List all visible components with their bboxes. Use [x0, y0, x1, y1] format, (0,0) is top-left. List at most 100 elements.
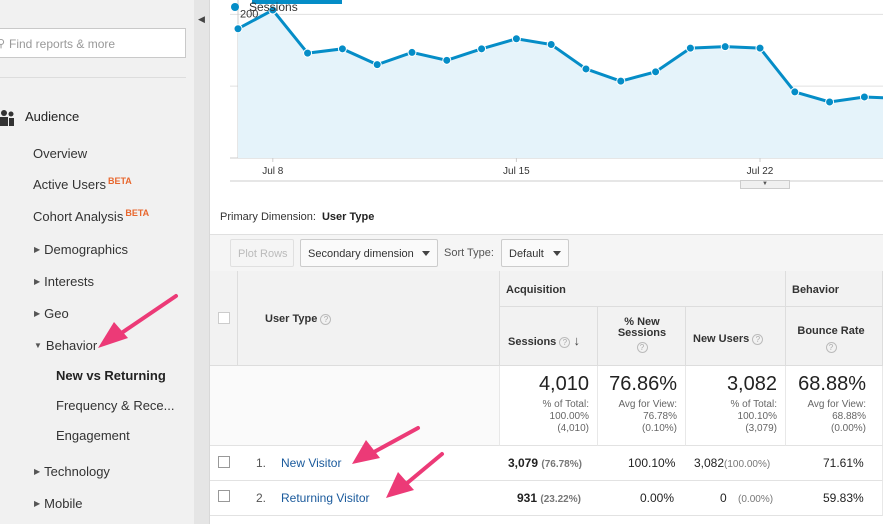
series-line-sessions: [237, 8, 883, 104]
data-point: [268, 5, 278, 15]
sidebar-item-label: Cohort Analysis: [33, 209, 124, 224]
x-tick-label: Jul 8: [262, 166, 284, 177]
series-area: [238, 10, 883, 158]
help-icon[interactable]: ?: [559, 337, 571, 348]
sidebar-item-active-users[interactable]: Active Users BETA: [33, 176, 132, 192]
sidebar-item-mobile[interactable]: ▶ Mobile: [34, 496, 82, 511]
sidebar-section-audience[interactable]: Audience: [25, 109, 80, 124]
help-icon[interactable]: ?: [636, 342, 648, 353]
sort-type-value: Default: [509, 248, 544, 260]
x-tick-label: Jul 22: [747, 166, 774, 177]
caret-right-icon: ▶: [34, 499, 41, 508]
help-icon[interactable]: ?: [752, 334, 764, 345]
sidebar-item-label: Behavior: [45, 338, 98, 353]
total-caption: (0.00%): [830, 423, 866, 434]
search-placeholder: Find reports & more: [9, 37, 116, 51]
total-caption: % of Total:: [542, 399, 589, 410]
data-point: [825, 97, 835, 107]
data-point: [511, 34, 521, 44]
row-pct-new-sessions: 100.10%: [628, 456, 676, 470]
data-point: [859, 92, 869, 102]
row-new-users-pct: (100.00%): [724, 459, 771, 470]
row-checkbox[interactable]: [218, 456, 230, 468]
row-new-users: 0: [720, 491, 727, 505]
help-icon[interactable]: ?: [825, 342, 837, 353]
sidebar-item-label: Frequency & Rece...: [56, 398, 175, 413]
total-caption: (3,079): [745, 423, 777, 434]
data-point: [477, 44, 487, 54]
row-bounce-rate: 71.61%: [823, 456, 864, 470]
data-point: [616, 76, 626, 86]
total-caption: Avg for View:: [618, 399, 677, 410]
total-value: 4,010: [538, 373, 589, 395]
beta-badge: BETA: [107, 176, 132, 186]
primary-dimension: Primary Dimension: User Type: [220, 211, 374, 223]
data-table: User Type ? Acquisition Behavior Session…: [210, 271, 883, 524]
primary-dimension-value[interactable]: User Type: [321, 211, 375, 223]
sidebar-item-label: Demographics: [44, 242, 128, 257]
plot-rows-button[interactable]: Plot Rows: [230, 239, 294, 267]
header-label: % New Sessions: [617, 316, 667, 339]
chart-resize-handle[interactable]: ▼: [740, 180, 790, 189]
total-caption: Avg for View:: [807, 399, 866, 410]
total-value: 76.86%: [609, 373, 677, 395]
sidebar-item-new-vs-returning[interactable]: New vs Returning: [56, 368, 166, 383]
row-sessions: 931: [517, 491, 538, 505]
caret-right-icon: ▶: [34, 277, 41, 286]
header-bounce-rate[interactable]: Bounce Rate?: [786, 307, 883, 366]
total-caption: (0.10%): [641, 423, 677, 434]
total-caption: 100.10%: [737, 411, 777, 422]
help-icon[interactable]: ?: [320, 314, 332, 325]
sidebar-item-demographics[interactable]: ▶ Demographics: [34, 242, 128, 257]
select-all-checkbox[interactable]: [218, 312, 230, 324]
chevron-down-icon: [422, 251, 430, 256]
data-point: [651, 67, 661, 77]
row-checkbox[interactable]: [218, 490, 230, 502]
caret-down-icon: ▼: [34, 341, 42, 350]
caret-right-icon: ▶: [34, 467, 41, 476]
data-point: [755, 43, 765, 53]
secondary-dimension-dropdown[interactable]: Secondary dimension: [300, 239, 438, 267]
totals-bounce-rate: 68.88% Avg for View: 68.88% (0.00%): [786, 366, 883, 446]
x-tick-label: Jul 15: [503, 166, 530, 177]
data-point: [233, 24, 243, 34]
sidebar-item-frequency-recency[interactable]: Frequency & Rece...: [56, 398, 175, 413]
header-sessions[interactable]: Sessions ? ↓: [500, 307, 598, 366]
data-point: [581, 64, 591, 74]
sidebar-collapse-toggle[interactable]: ◀: [194, 0, 210, 524]
row-sessions-pct: (76.78%): [541, 459, 582, 470]
sidebar: ⚲ Find reports & more Audience Overview …: [0, 0, 194, 524]
sidebar-item-technology[interactable]: ▶ Technology: [34, 464, 110, 479]
row-pct-new-sessions: 0.00%: [640, 491, 675, 505]
total-caption: 68.88%: [832, 411, 866, 422]
sidebar-item-label: Active Users: [33, 177, 106, 192]
data-point: [790, 87, 800, 97]
row-link-new-visitor[interactable]: New Visitor: [281, 456, 342, 470]
sidebar-item-behavior[interactable]: ▼ Behavior: [34, 338, 97, 353]
sidebar-item-label: Interests: [44, 274, 95, 289]
sidebar-item-label: Mobile: [44, 496, 83, 511]
total-caption: 100.00%: [549, 411, 589, 422]
search-input[interactable]: ⚲ Find reports & more: [0, 28, 186, 58]
sidebar-item-cohort-analysis[interactable]: Cohort Analysis BETA: [33, 208, 149, 224]
sort-type-dropdown[interactable]: Default: [501, 239, 569, 267]
header-user-type[interactable]: User Type ?: [238, 271, 500, 366]
total-caption: % of Total:: [730, 399, 777, 410]
row-sessions-pct: (23.22%): [540, 494, 581, 505]
secondary-dimension-label: Secondary dimension: [308, 248, 414, 260]
row-new-users: 3,082: [694, 456, 725, 470]
sidebar-item-overview[interactable]: Overview: [33, 146, 87, 161]
row-sessions: 3,079: [508, 456, 539, 470]
header-new-users[interactable]: New Users ?: [686, 307, 786, 366]
table-toolbar: Plot Rows Secondary dimension Sort Type:…: [210, 234, 883, 272]
sidebar-item-label: Engagement: [56, 428, 130, 443]
header-pct-new-sessions[interactable]: % New Sessions?: [598, 307, 686, 366]
totals-new-users: 3,082 % of Total: 100.10% (3,079): [686, 366, 786, 446]
sidebar-item-engagement[interactable]: Engagement: [56, 428, 130, 443]
sidebar-item-geo[interactable]: ▶ Geo: [34, 306, 69, 321]
sidebar-item-label: Technology: [44, 464, 110, 479]
table-row: 1. New Visitor 3,079 (76.78%) 100.10% 3,…: [210, 446, 883, 481]
row-bounce-rate: 59.83%: [823, 491, 864, 505]
row-link-returning-visitor[interactable]: Returning Visitor: [281, 491, 370, 505]
sidebar-item-interests[interactable]: ▶ Interests: [34, 274, 94, 289]
